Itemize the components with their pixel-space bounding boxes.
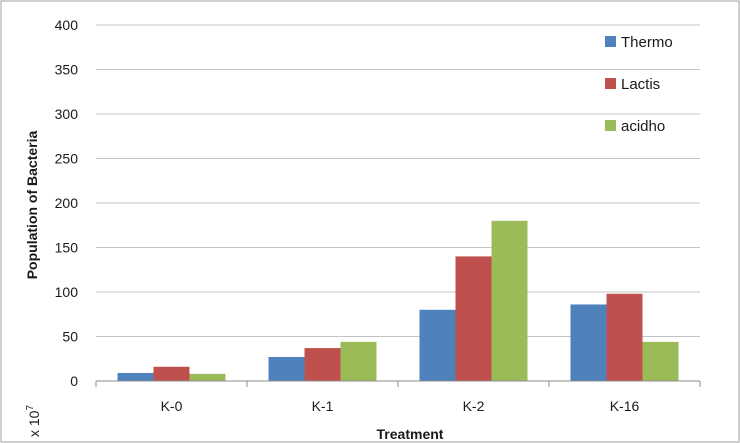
x-tick-label: K-0	[161, 398, 183, 414]
y-axis-title: Population of Bacteria	[24, 131, 40, 280]
y-tick-label: 400	[55, 17, 79, 33]
y-tick-label: 100	[55, 284, 79, 300]
y-tick-label: 150	[55, 240, 79, 256]
bar-lactis-k-1	[304, 348, 341, 381]
x-tick-label: K-2	[463, 398, 485, 414]
bar-lactis-k-0	[153, 366, 190, 381]
legend-label-acidho: acidho	[621, 118, 665, 135]
x-tick-label: K-16	[610, 398, 640, 414]
y-tick-label: 50	[62, 329, 78, 345]
y-unit-exponent: 7	[25, 405, 36, 411]
svg-text:x 107: x 107	[25, 405, 42, 437]
legend-label-thermo: Thermo	[621, 34, 673, 51]
y-unit-prefix: x 10	[26, 410, 42, 437]
bar-thermo-k-16	[570, 304, 607, 381]
y-unit-label: x 107	[25, 405, 42, 437]
bars	[117, 220, 679, 381]
x-tick-label: K-1	[312, 398, 334, 414]
y-tick-label: 0	[70, 373, 78, 389]
y-tick-label: 250	[55, 151, 79, 167]
bar-acidho-k-0	[189, 373, 226, 381]
bar-acidho-k-1	[340, 341, 377, 381]
bar-thermo-k-2	[419, 309, 456, 381]
y-tick-label: 200	[55, 195, 79, 211]
bar-lactis-k-16	[606, 293, 643, 381]
y-tick-label: 300	[55, 106, 79, 122]
bar-acidho-k-2	[491, 220, 528, 381]
y-tick-label: 350	[55, 62, 79, 78]
axes: 0 50 100 150 200 250 300 350 400 K-0 K-1 K-2 K-16	[55, 17, 701, 414]
x-axis-title: Treatment	[377, 426, 444, 442]
bar-lactis-k-2	[455, 256, 492, 381]
legend-swatch-lactis	[605, 78, 616, 89]
legend-swatch-acidho	[605, 120, 616, 131]
bar-acidho-k-16	[642, 341, 679, 381]
legend-swatch-thermo	[605, 36, 616, 47]
legend-label-lactis: Lactis	[621, 76, 660, 93]
legend: Thermo Lactis acidho	[605, 34, 673, 135]
bar-thermo-k-0	[117, 372, 154, 381]
bar-thermo-k-1	[268, 356, 305, 381]
